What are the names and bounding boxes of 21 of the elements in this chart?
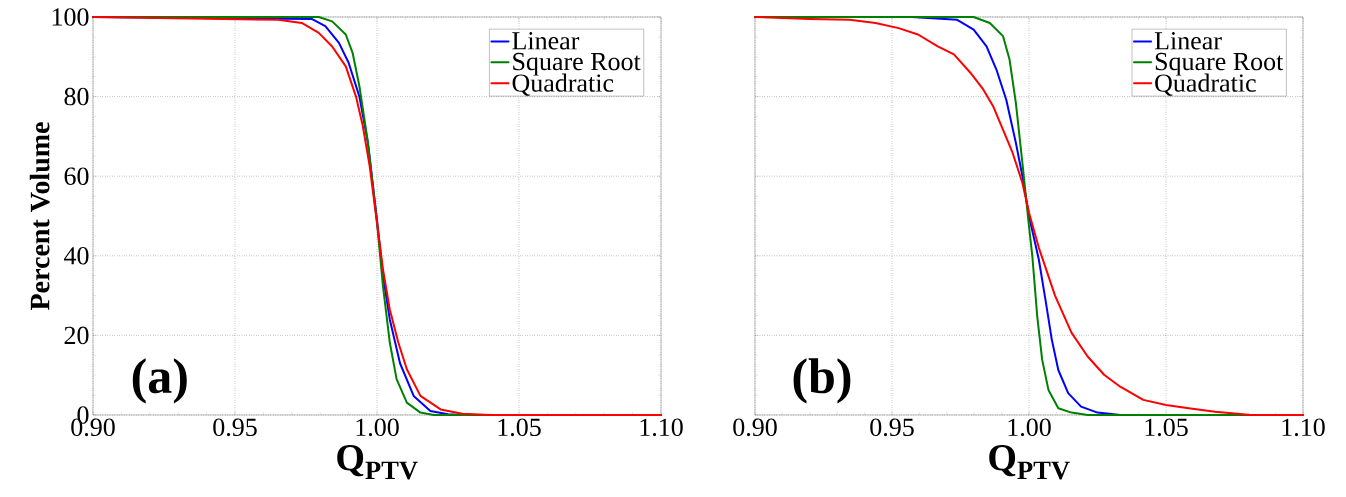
- annotation: (b): [793, 358, 851, 404]
- x-tick-label: 0.95: [213, 418, 257, 437]
- x-axis-title: Q$_{PTV}$: [989, 445, 1070, 480]
- y-tick-label: 60: [64, 167, 89, 185]
- x-tick-label: 1.00: [1008, 418, 1051, 437]
- annotation: (a): [132, 358, 187, 404]
- x-tick-label: 1.00: [356, 418, 399, 437]
- x-tick-label: 0.90: [733, 418, 777, 437]
- legend-label: Linear: [512, 32, 580, 50]
- x-tick-label: 1.10: [640, 418, 683, 437]
- legend-label: Linear: [1154, 32, 1222, 50]
- x-axis-title: Q$_{PTV}$: [337, 445, 418, 480]
- x-tick-label: 0.95: [870, 418, 914, 437]
- y-axis-title: Percent Volume: [29, 122, 50, 310]
- x-tick-label: 1.10: [1282, 418, 1325, 437]
- y-tick-label: 40: [63, 247, 89, 265]
- y-tick-label: 20: [64, 326, 89, 345]
- y-tick-label: 100: [52, 8, 89, 26]
- y-tick-label: 80: [64, 87, 89, 106]
- x-tick-label: 1.05: [1145, 418, 1188, 437]
- x-tick-label: 1.05: [498, 418, 541, 437]
